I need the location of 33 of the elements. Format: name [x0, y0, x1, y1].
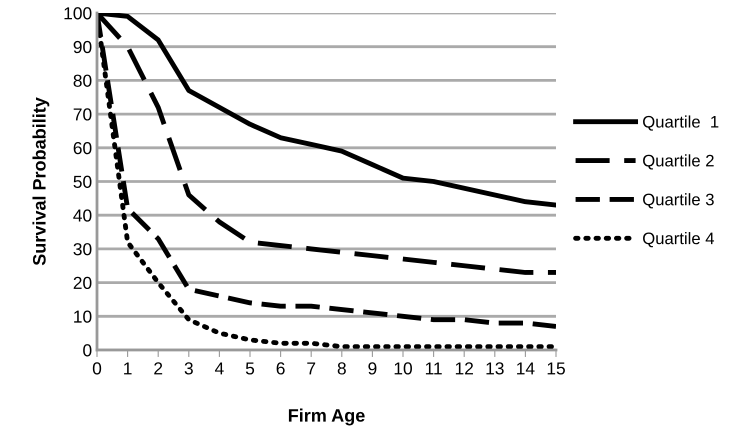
legend-label: Quartile 1: [643, 115, 718, 131]
x-tick-label: 15: [548, 362, 565, 375]
y-tick-label: 70: [74, 108, 92, 121]
x-tick-label: 0: [92, 362, 102, 375]
x-tick-label: 3: [184, 362, 193, 375]
y-tick-label: 0: [83, 344, 92, 356]
y-tick-label: 30: [73, 243, 92, 256]
y-tick-label: 20: [74, 276, 92, 290]
y-tick-label: 40: [73, 209, 92, 222]
legend-label: Quartile 3: [643, 193, 714, 208]
x-tick-label: 12: [456, 362, 473, 374]
x-tick-label: 10: [394, 362, 412, 375]
x-tick-label: 7: [307, 362, 316, 374]
x-tick-label: 11: [426, 362, 442, 374]
x-tick-label: 8: [338, 362, 346, 375]
y-tick-label: 100: [64, 7, 92, 20]
legend-label: Quartile 4: [643, 232, 714, 248]
x-tick-label: 9: [368, 362, 376, 375]
y-tick-label: 50: [74, 176, 92, 188]
x-axis-title: Firm Age: [288, 408, 365, 426]
x-tick-label: 13: [486, 362, 504, 375]
y-tick-label: 80: [74, 74, 92, 87]
x-tick-label: 4: [214, 362, 224, 374]
y-tick-label: 10: [74, 310, 92, 323]
y-tick-label: 90: [74, 40, 92, 54]
x-tick-label: 5: [246, 362, 254, 375]
y-axis-title: Survival Probability: [32, 97, 50, 266]
x-tick-label: 14: [517, 362, 535, 374]
x-tick-label: 1: [124, 362, 132, 374]
legend-label: Quartile 2: [643, 154, 714, 170]
x-tick-label: 2: [154, 362, 162, 374]
y-tick-label: 60: [74, 142, 92, 154]
x-tick-label: 6: [276, 362, 285, 375]
